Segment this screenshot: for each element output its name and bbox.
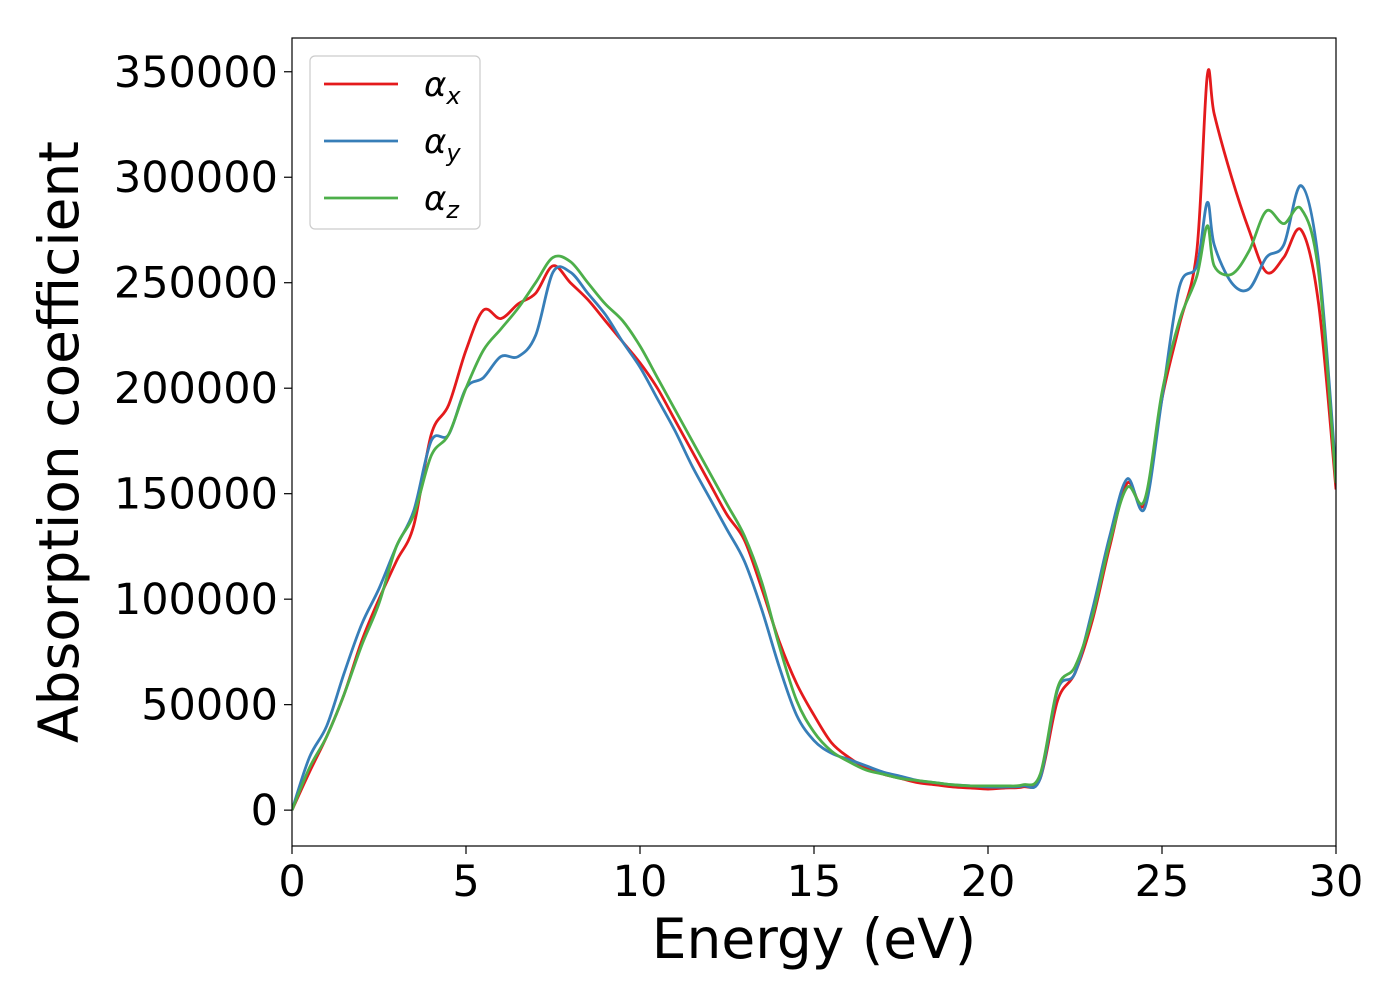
x-tick-label: 25 [1135, 857, 1190, 907]
series-lines [292, 68, 1336, 811]
legend-label-alpha-z: αz [424, 179, 460, 224]
y-tick-label: 300000 [114, 153, 278, 203]
y-tick-label: 350000 [114, 48, 278, 98]
plot-layer [292, 68, 1336, 811]
y-tick-label: 0 [251, 786, 278, 836]
legend: αx αy αz [309, 55, 481, 230]
x-axis-label: Energy (eV) [652, 907, 976, 971]
legend-label-alpha-y: αy [424, 122, 461, 167]
y-tick-label: 200000 [114, 364, 278, 414]
x-tick-label: 30 [1309, 857, 1364, 907]
y-tick-label: 250000 [114, 259, 278, 309]
x-tick-label: 0 [278, 857, 305, 907]
series-line-alpha-x [292, 68, 1336, 811]
x-tick-label: 10 [613, 857, 668, 907]
axis-layer: 0 5 10 15 20 25 30 0 50000 100000 150000 200000 2500… [114, 37, 1364, 907]
x-tick-label: 20 [961, 857, 1016, 907]
y-axis-label: Absorption coefficient [27, 141, 91, 743]
x-tick-label: 5 [452, 857, 479, 907]
legend-box [309, 55, 481, 230]
y-tick-label: 100000 [114, 575, 278, 625]
series-line-alpha-z [292, 205, 1336, 811]
legend-label-alpha-x: αx [424, 65, 461, 110]
y-tick-label: 150000 [114, 470, 278, 520]
y-tick-label: 50000 [141, 681, 278, 731]
x-tick-label: 15 [787, 857, 842, 907]
